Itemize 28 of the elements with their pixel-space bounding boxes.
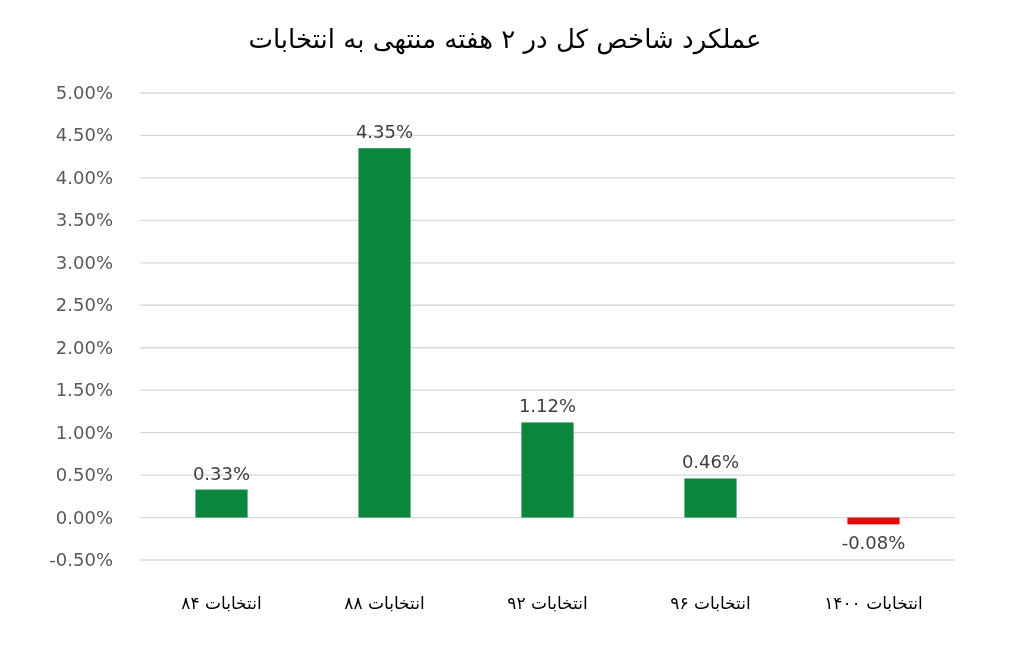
x-tick-label: انتخابات ۹۶ — [670, 593, 751, 613]
bar — [195, 489, 248, 518]
y-tick-label: 0.50% — [55, 464, 113, 486]
y-tick-label: 3.50% — [55, 209, 113, 231]
y-tick-label: 2.50% — [55, 294, 113, 316]
bar — [847, 517, 900, 525]
y-tick-label: 4.50% — [55, 124, 113, 146]
data-label: 0.46% — [681, 451, 740, 473]
y-tick-label: 2.00% — [55, 336, 113, 358]
y-tick-label: 0.00% — [55, 506, 113, 528]
bar — [684, 478, 737, 518]
data-label: -0.08% — [841, 532, 906, 554]
y-tick-label: 4.00% — [55, 166, 113, 188]
y-tick-label: 3.00% — [55, 251, 113, 273]
x-tick-label: انتخابات ۸۸ — [344, 593, 425, 613]
data-label: 4.35% — [355, 121, 414, 143]
x-tick-label: انتخابات ۹۲ — [507, 593, 588, 613]
bar — [521, 422, 574, 518]
chart-title: عملکرد شاخص کل در ۲ هفته منتهی به انتخابات — [248, 24, 762, 55]
bar — [358, 148, 411, 518]
y-tick-label: 1.00% — [55, 421, 113, 443]
data-label: 0.33% — [192, 462, 251, 484]
y-tick-label: 5.00% — [55, 82, 113, 103]
x-tick-label: انتخابات ۸۴ — [181, 593, 262, 613]
y-tick-label: 1.50% — [55, 379, 113, 401]
x-tick-label: انتخابات ۱۴۰۰ — [824, 593, 923, 613]
data-label: 1.12% — [518, 395, 577, 417]
y-tick-label: -0.50% — [49, 549, 113, 570]
